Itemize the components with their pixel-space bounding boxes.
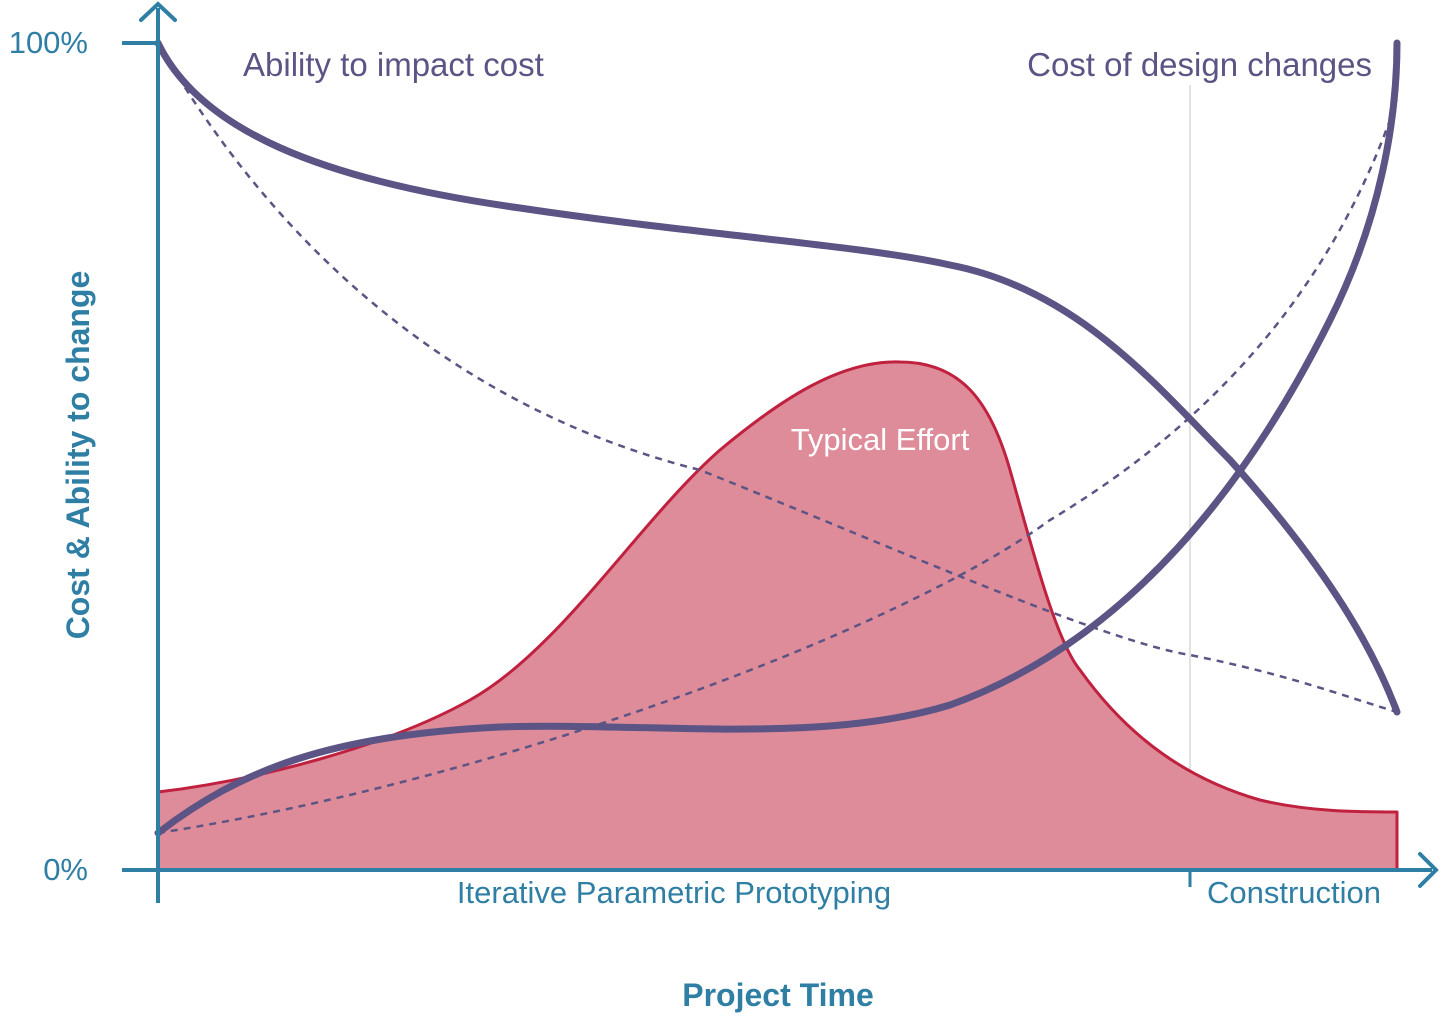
cost-ideal-dashed-curve — [157, 99, 1399, 835]
ability-curve-label: Ability to impact cost — [243, 46, 544, 83]
y-tick-100-label: 100% — [9, 25, 88, 60]
phase-label-prototyping: Iterative Parametric Prototyping — [457, 875, 891, 910]
y-axis-title: Cost & Ability to change — [60, 271, 96, 640]
y-axis-arrowhead — [139, 1, 177, 22]
phase-label-construction: Construction — [1207, 875, 1381, 910]
y-tick-0-label: 0% — [43, 852, 88, 887]
ability-ideal-dashed-curve — [156, 42, 1398, 714]
cost-of-design-changes-curve — [154, 39, 1401, 837]
x-axis-arrowhead — [1418, 852, 1439, 888]
typical-effort-label: Typical Effort — [791, 422, 970, 457]
x-axis-title: Project Time — [682, 977, 873, 1013]
ability-to-impact-cost-curve — [154, 39, 1401, 716]
cost-curve-label: Cost of design changes — [1027, 46, 1372, 83]
typical-effort-area — [156, 360, 1399, 872]
